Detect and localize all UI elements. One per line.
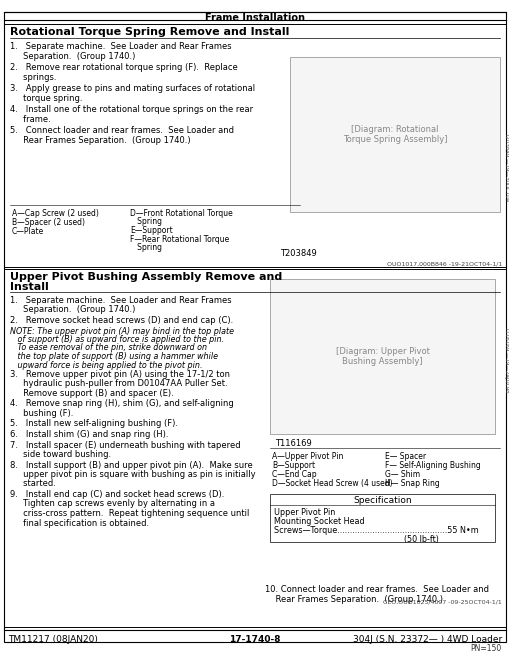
Text: A—Cap Screw (2 used): A—Cap Screw (2 used) [12, 209, 99, 218]
Text: Install: Install [10, 282, 49, 292]
Text: Upper Pivot Pin: Upper Pivot Pin [273, 508, 334, 517]
Text: [Diagram: Upper Pivot
Bushing Assembly]: [Diagram: Upper Pivot Bushing Assembly] [335, 347, 429, 366]
Text: E— Spacer: E— Spacer [384, 452, 426, 461]
Text: Rear Frames Separation.  (Group 1740.): Rear Frames Separation. (Group 1740.) [265, 595, 442, 604]
Text: criss-cross pattern.  Repeat tightening sequence until: criss-cross pattern. Repeat tightening s… [10, 509, 249, 518]
Text: 10. Connect loader and rear frames.  See Loader and: 10. Connect loader and rear frames. See … [265, 585, 488, 594]
Text: G— Shim: G— Shim [384, 470, 419, 479]
Text: Rotational Torque Spring Remove and Install: Rotational Torque Spring Remove and Inst… [10, 27, 289, 37]
Text: 1.   Separate machine.  See Loader and Rear Frames: 1. Separate machine. See Loader and Rear… [10, 42, 231, 51]
Text: 9.   Install end cap (C) and socket head screws (D).: 9. Install end cap (C) and socket head s… [10, 490, 224, 499]
Text: bushing (F).: bushing (F). [10, 409, 73, 418]
Text: D—Front Rotational Torque: D—Front Rotational Torque [130, 209, 232, 218]
Text: PN=150: PN=150 [470, 644, 501, 653]
Text: 4.   Remove snap ring (H), shim (G), and self-aligning: 4. Remove snap ring (H), shim (G), and s… [10, 399, 233, 409]
Text: H— Snap Ring: H— Snap Ring [384, 479, 439, 488]
Text: E—Support: E—Support [130, 226, 173, 235]
Text: of support (B) as upward force is applied to the pin.: of support (B) as upward force is applie… [10, 335, 223, 344]
Text: (50 lb-ft): (50 lb-ft) [273, 535, 438, 544]
Text: Specification: Specification [353, 496, 411, 505]
Text: Spring: Spring [130, 243, 162, 252]
Text: T203849: T203849 [279, 249, 316, 258]
Text: D—Socket Head Screw (4 used): D—Socket Head Screw (4 used) [271, 479, 392, 488]
Text: springs.: springs. [10, 73, 56, 82]
Text: OUO1017,000B846 -19-21OCT04-1/1: OUO1017,000B846 -19-21OCT04-1/1 [386, 261, 501, 266]
Bar [4, 24, 505, 267]
Text: B—Spacer (2 used): B—Spacer (2 used) [12, 218, 85, 227]
Text: 304J (S.N. 23372— ) 4WD Loader: 304J (S.N. 23372— ) 4WD Loader [352, 635, 501, 644]
Text: Upper Pivot Bushing Assembly Remove and: Upper Pivot Bushing Assembly Remove and [10, 272, 281, 282]
Text: Tighten cap screws evenly by alternating in a: Tighten cap screws evenly by alternating… [10, 499, 215, 509]
Text: hydraulic push-puller from D01047AA Puller Set.: hydraulic push-puller from D01047AA Pull… [10, 380, 227, 388]
Text: F— Self-Aligning Bushing: F— Self-Aligning Bushing [384, 461, 480, 470]
Text: torque spring.: torque spring. [10, 94, 82, 103]
Text: upper pivot pin is square with bushing as pin is initially: upper pivot pin is square with bushing a… [10, 470, 255, 479]
Text: 1.   Separate machine.  See Loader and Rear Frames: 1. Separate machine. See Loader and Rear… [10, 296, 231, 305]
Text: Spring: Spring [130, 217, 162, 226]
Text: [Diagram: Rotational
Torque Spring Assembly]: [Diagram: Rotational Torque Spring Assem… [342, 125, 446, 144]
Text: T116169 —19—24JUL98: T116169 —19—24JUL98 [503, 326, 508, 392]
Text: Rear Frames Separation.  (Group 1740.): Rear Frames Separation. (Group 1740.) [10, 136, 190, 145]
Text: 3.   Remove upper pivot pin (A) using the 17-1/2 ton: 3. Remove upper pivot pin (A) using the … [10, 370, 230, 379]
Text: Separation.  (Group 1740.): Separation. (Group 1740.) [10, 52, 135, 61]
Text: the top plate of support (B) using a hammer while: the top plate of support (B) using a ham… [10, 352, 217, 361]
Text: C—Plate: C—Plate [12, 227, 44, 236]
Text: 2.   Remove socket head screws (D) and end cap (C).: 2. Remove socket head screws (D) and end… [10, 316, 233, 325]
Text: 4.   Install one of the rotational torque springs on the rear: 4. Install one of the rotational torque … [10, 105, 252, 114]
Text: final specification is obtained.: final specification is obtained. [10, 518, 149, 528]
Text: Mounting Socket Head: Mounting Socket Head [273, 517, 364, 526]
Text: 5.   Install new self-aligning bushing (F).: 5. Install new self-aligning bushing (F)… [10, 420, 178, 428]
Bar [269, 494, 494, 542]
Text: To ease removal of the pin, strike downward on: To ease removal of the pin, strike downw… [10, 344, 207, 353]
Bar [290, 57, 499, 212]
Text: side toward bushing.: side toward bushing. [10, 450, 111, 459]
Text: F—Rear Rotational Torque: F—Rear Rotational Torque [130, 235, 229, 244]
Bar [269, 279, 494, 434]
Text: 8.   Install support (B) and upper pivot pin (A).  Make sure: 8. Install support (B) and upper pivot p… [10, 461, 252, 470]
Text: 17-1740-8: 17-1740-8 [229, 635, 280, 644]
Text: Separation.  (Group 1740.): Separation. (Group 1740.) [10, 306, 135, 315]
Text: started.: started. [10, 480, 56, 489]
Text: 3.   Apply grease to pins and mating surfaces of rotational: 3. Apply grease to pins and mating surfa… [10, 84, 254, 93]
Text: T116169: T116169 [274, 439, 311, 448]
Text: 6.   Install shim (G) and snap ring (H).: 6. Install shim (G) and snap ring (H). [10, 430, 168, 439]
Text: B—Support: B—Support [271, 461, 315, 470]
Text: frame.: frame. [10, 115, 51, 124]
Bar [4, 269, 505, 627]
Text: 7.   Install spacer (E) underneath bushing with tapered: 7. Install spacer (E) underneath bushing… [10, 440, 240, 449]
Text: upward force is being applied to the pivot pin.: upward force is being applied to the piv… [10, 361, 202, 369]
Text: T203849 —19—30OCT04: T203849 —19—30OCT04 [503, 132, 508, 202]
Text: NOTE: The upper pivot pin (A) may bind in the top plate: NOTE: The upper pivot pin (A) may bind i… [10, 327, 234, 336]
Text: TM11217 (08JAN20): TM11217 (08JAN20) [8, 635, 98, 644]
Text: Screws—Torque............................................55 N•m: Screws—Torque...........................… [273, 526, 478, 535]
Text: 2.   Remove rear rotational torque spring (F).  Replace: 2. Remove rear rotational torque spring … [10, 63, 237, 72]
Text: A—Upper Pivot Pin: A—Upper Pivot Pin [271, 452, 343, 461]
Text: Frame Installation: Frame Installation [205, 13, 304, 23]
Text: CEO,OUO1025/4007 -09-25OCT04-1/1: CEO,OUO1025/4007 -09-25OCT04-1/1 [382, 599, 501, 604]
Text: 5.   Connect loader and rear frames.  See Loader and: 5. Connect loader and rear frames. See L… [10, 126, 234, 135]
Text: Remove support (B) and spacer (E).: Remove support (B) and spacer (E). [10, 389, 174, 398]
Text: C—End Cap: C—End Cap [271, 470, 316, 479]
